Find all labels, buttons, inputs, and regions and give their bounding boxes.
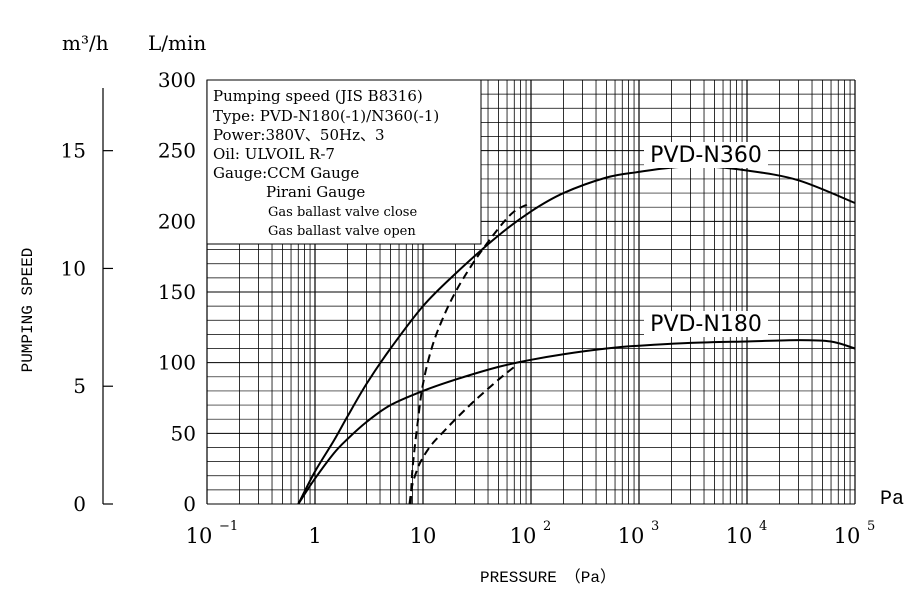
x-unit-label: Pa <box>880 488 904 511</box>
legend-box: Pumping speed (JIS B8316) Type: PVD-N180(… <box>206 79 482 245</box>
x-tick-label: 1 <box>308 524 321 548</box>
legend-line: Type: PVD-N180(-1)/N360(-1) <box>213 107 439 125</box>
legend-background <box>206 79 482 245</box>
y-tick-label: 150 <box>158 280 196 304</box>
x-tick-exponent: 3 <box>651 519 659 534</box>
legend-line: Oil: ULVOIL R-7 <box>213 145 335 163</box>
y-tick-label: 250 <box>158 139 196 163</box>
legend-line: Power:380V、50Hz、3 <box>213 126 385 144</box>
x-tick-label: 10 <box>510 524 537 548</box>
series-curve-pvd-n360-dashed <box>409 202 532 505</box>
x-tick-label: 10 <box>726 524 753 548</box>
left-axis: 0 5 10 15 <box>61 88 113 516</box>
series-label-bg <box>644 311 768 337</box>
x-tick-exponent: 4 <box>759 519 767 534</box>
y-tick-label: 200 <box>158 209 196 233</box>
right-unit-label: L/min <box>148 31 206 55</box>
y-tick-label: 0 <box>183 492 196 516</box>
x-axis-title: PRESSURE （Pa） <box>480 568 616 587</box>
y-tick-label: 300 <box>158 68 196 92</box>
left-axis-tick-label: 15 <box>61 139 86 163</box>
series-curve-pvd-n180-solid <box>297 339 856 505</box>
legend-line: Gas ballast valve close <box>268 205 417 220</box>
legend-line: Gas ballast valve open <box>268 224 416 239</box>
x-tick-label: 10 <box>834 524 861 548</box>
left-axis-tick-label: 5 <box>73 374 86 398</box>
series-labels: PVD-N360 PVD-N180 <box>644 142 768 337</box>
series-curve-pvd-n180-dashed <box>408 366 515 505</box>
y-tick-labels: 0 50 100 150 200 250 300 <box>158 68 196 516</box>
x-tick-exponent: 2 <box>543 519 551 534</box>
y-axis-title: PUMPING SPEED <box>19 248 37 373</box>
series-label-bg <box>644 142 768 168</box>
series-label: PVD-N180 <box>650 312 762 337</box>
y-tick-label: 100 <box>158 351 196 375</box>
x-tick-label: 10 <box>186 524 213 548</box>
x-tick-label: 10 <box>410 524 437 548</box>
x-tick-exponent: 5 <box>867 519 875 534</box>
x-tick-label: 10 <box>618 524 645 548</box>
legend-line: Pumping speed (JIS B8316) <box>213 87 423 105</box>
legend-line: Gauge:CCM Gauge <box>213 164 359 182</box>
x-tick-exponent: −1 <box>219 519 238 534</box>
left-axis-tick-label: 0 <box>73 492 86 516</box>
left-axis-tick-label: 10 <box>61 256 86 280</box>
left-unit-label: m³/h <box>62 31 109 55</box>
x-tick-labels: 10 −1 1 10 10 2 10 3 10 4 10 5 <box>186 519 876 548</box>
legend-line: Pirani Gauge <box>266 183 365 201</box>
series-label: PVD-N360 <box>650 143 762 168</box>
y-tick-label: 50 <box>171 421 196 445</box>
